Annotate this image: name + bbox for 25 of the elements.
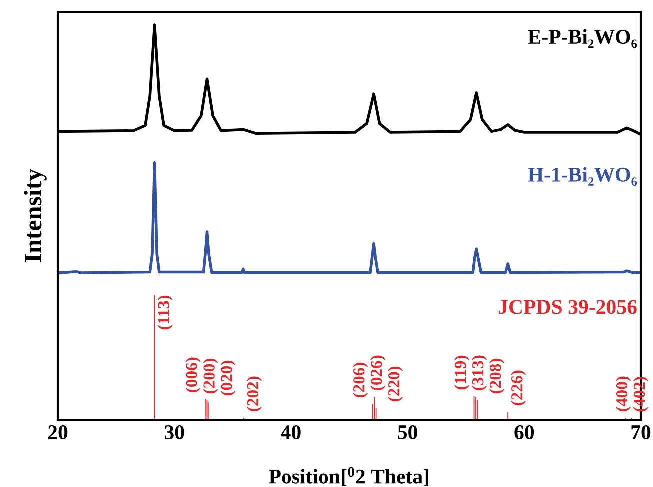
annotation: (206): [353, 362, 368, 398]
x-tick-label: 30: [164, 425, 184, 440]
annotation: (400): [616, 376, 632, 412]
annotation: (313): [472, 356, 488, 390]
x-tick-label: 60: [514, 425, 534, 440]
annotation: (402): [633, 377, 649, 412]
y-axis-title: Intensity: [24, 169, 47, 262]
x-tick-label: 20: [48, 425, 68, 440]
x-axis-title: Position[$^{0}$2 Theta]: [269, 467, 429, 486]
x-tick-label: 70: [632, 425, 651, 440]
annotation: (006): [186, 358, 201, 392]
text: JCPDS 39-2056: [498, 300, 637, 314]
annotation: (113): [158, 296, 173, 330]
x-tick-label: 50: [398, 425, 418, 440]
text: H-1-Bi₂WO₆: [528, 167, 638, 186]
annotation: (200): [203, 358, 218, 394]
x-tick-label: 40: [281, 425, 301, 440]
annotation: (202): [246, 376, 262, 412]
annotation: (208): [489, 358, 505, 394]
annotation: (226): [511, 370, 526, 406]
annotation: (220): [388, 366, 404, 402]
annotation: (020): [220, 360, 236, 396]
annotation: (026): [370, 356, 386, 390]
text: E-P-Bi₂WO₆: [528, 29, 638, 48]
annotation: (119): [454, 356, 470, 390]
